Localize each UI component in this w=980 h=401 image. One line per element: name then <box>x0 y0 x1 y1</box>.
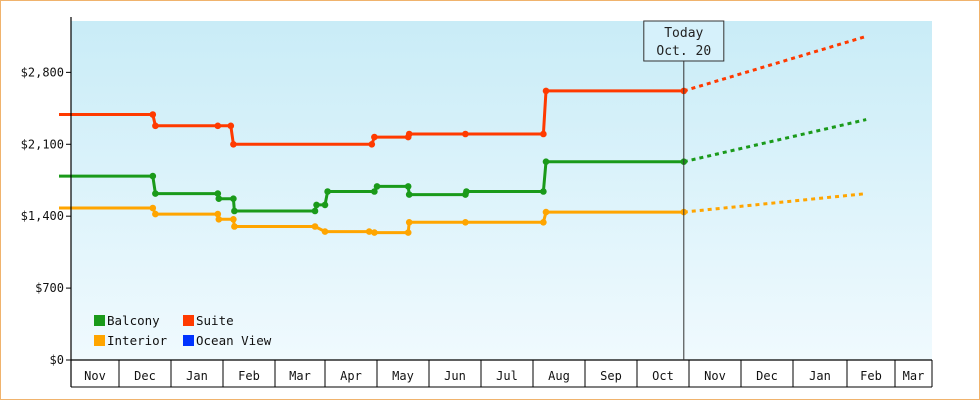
x-tick-label: Jul <box>496 369 518 383</box>
series-point[interactable] <box>462 219 469 226</box>
series-point[interactable] <box>152 122 159 130</box>
x-tick-label: Nov <box>84 369 106 383</box>
series-point[interactable] <box>321 201 329 209</box>
series-point[interactable] <box>230 141 237 148</box>
series-point[interactable] <box>373 183 381 190</box>
y-tick-label: $1,400 <box>21 209 64 223</box>
today-date: Oct. 20 <box>656 44 711 59</box>
legend-swatch <box>183 335 194 346</box>
legend-swatch <box>94 315 105 326</box>
x-tick-label: Aug <box>548 369 570 383</box>
series-point[interactable] <box>540 130 547 138</box>
series-point[interactable] <box>214 122 222 130</box>
x-tick-label: Jun <box>444 369 466 383</box>
series-point[interactable] <box>311 207 319 215</box>
series-point[interactable] <box>368 141 376 148</box>
x-tick-label: Jan <box>809 369 831 383</box>
series-point[interactable] <box>405 191 413 198</box>
series-point[interactable] <box>214 190 222 197</box>
series-point[interactable] <box>215 195 223 202</box>
series-point[interactable] <box>149 172 157 180</box>
y-tick-label: $700 <box>35 281 64 295</box>
x-tick-label: Mar <box>289 369 311 383</box>
legend-swatch <box>183 315 194 326</box>
series-point[interactable] <box>365 228 373 235</box>
x-tick-label: Dec <box>134 369 156 383</box>
x-tick-label: Feb <box>860 369 882 383</box>
x-tick-label: Jan <box>186 369 208 383</box>
y-tick-label: $2,800 <box>21 65 64 79</box>
legend-swatch <box>94 335 105 346</box>
y-tick-label: $2,100 <box>21 137 64 151</box>
series-point[interactable] <box>311 223 319 230</box>
series-point[interactable] <box>149 204 157 212</box>
series-point[interactable] <box>404 229 412 236</box>
legend-label: Balcony <box>107 313 160 328</box>
series-point[interactable] <box>152 210 159 218</box>
series-point[interactable] <box>540 219 547 226</box>
x-tick-label: Nov <box>704 369 726 383</box>
x-tick-label: Dec <box>756 369 778 383</box>
series-forecast-line-2 <box>683 192 867 214</box>
series-point[interactable] <box>230 216 237 223</box>
x-tick-label: May <box>392 369 414 383</box>
series-point[interactable] <box>371 133 378 141</box>
series-point[interactable] <box>324 188 331 195</box>
today-box <box>643 20 725 62</box>
series-point[interactable] <box>405 130 413 138</box>
series-forecast-line-0 <box>683 118 867 164</box>
series-point[interactable] <box>405 219 413 226</box>
series-point[interactable] <box>231 223 238 230</box>
series-point[interactable] <box>404 183 412 190</box>
series-point[interactable] <box>321 228 329 235</box>
series-point[interactable] <box>463 188 470 195</box>
series-point[interactable] <box>371 229 378 236</box>
x-tick-label: Sep <box>600 369 622 383</box>
series-line-1 <box>59 89 684 146</box>
series-point[interactable] <box>542 158 550 165</box>
legend-label: Suite <box>196 313 234 328</box>
series-point[interactable] <box>540 188 547 195</box>
series-point[interactable] <box>231 207 238 215</box>
legend-label: Ocean View <box>196 333 272 348</box>
x-tick-label: Mar <box>903 369 925 383</box>
y-tick-label: $0 <box>50 353 64 367</box>
series-point[interactable] <box>462 130 469 138</box>
series-point[interactable] <box>214 210 222 218</box>
series-point[interactable] <box>313 201 320 209</box>
x-tick-label: Apr <box>340 369 362 383</box>
series-point[interactable] <box>152 190 159 197</box>
series-point[interactable] <box>149 111 157 118</box>
series-point[interactable] <box>227 122 235 130</box>
series-point[interactable] <box>215 216 223 223</box>
x-tick-label: Feb <box>238 369 260 383</box>
series-point[interactable] <box>371 188 378 195</box>
series-point[interactable] <box>542 208 550 216</box>
series-point[interactable] <box>230 195 237 202</box>
legend-label: Interior <box>107 333 168 348</box>
x-tick-label: Oct <box>652 369 674 383</box>
series-point[interactable] <box>542 87 550 95</box>
today-label: Today <box>664 26 703 41</box>
